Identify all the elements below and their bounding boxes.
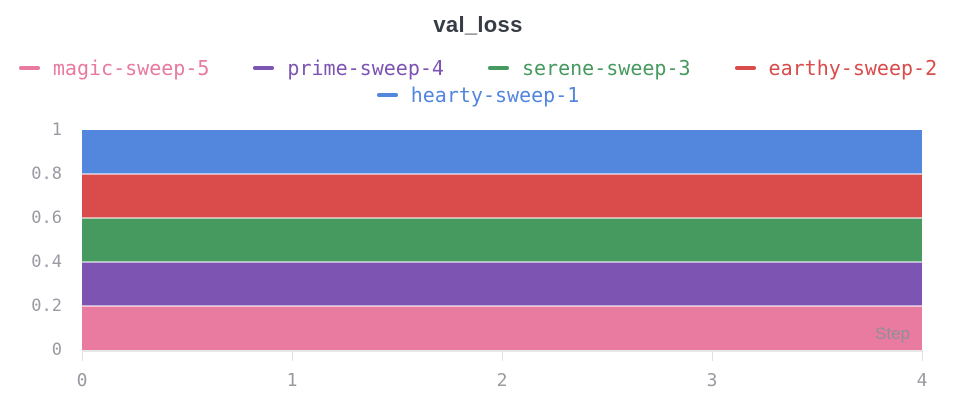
x-tick-mark <box>922 350 923 361</box>
y-tick-label: 0.6 <box>31 208 62 228</box>
y-tick-label: 0.8 <box>31 164 62 184</box>
y-tick-label: 1 <box>51 120 62 140</box>
y-gridline <box>82 217 922 219</box>
x-tick-label: 0 <box>76 370 88 391</box>
x-axis-baseline <box>82 350 922 352</box>
y-gridline <box>82 173 922 175</box>
x-tick-label: 1 <box>286 370 298 391</box>
series-band-serene-sweep-3 <box>82 218 922 262</box>
legend-row-1: magic-sweep-5 prime-sweep-4 serene-sweep-3… <box>18 55 938 81</box>
x-tick-label: 3 <box>706 370 718 391</box>
y-axis-labels: 0 0.2 0.4 0.6 0.8 1 <box>0 120 62 360</box>
y-tick-label: 0.4 <box>31 252 62 272</box>
legend-label: hearty-sweep-1 <box>410 83 580 107</box>
series-band-magic-sweep-5 <box>82 306 922 350</box>
plot-area[interactable]: Step <box>82 130 923 361</box>
y-tick-label: 0 <box>51 340 62 360</box>
legend-line-icon <box>734 66 756 70</box>
legend-line-icon <box>376 93 398 97</box>
x-tick-label: 4 <box>916 370 928 391</box>
legend-label: earthy-sweep-2 <box>768 56 938 80</box>
legend-line-icon <box>18 66 40 70</box>
legend-item-magic-sweep-5[interactable]: magic-sweep-5 <box>18 55 210 81</box>
x-tick-mark <box>292 350 293 361</box>
legend-row-2: hearty-sweep-1 <box>376 82 580 108</box>
legend-item-hearty-sweep-1[interactable]: hearty-sweep-1 <box>376 82 580 108</box>
legend-line-icon <box>253 66 275 70</box>
y-gridline <box>82 261 922 263</box>
x-tick-mark <box>82 350 83 361</box>
x-axis-labels: 0 1 2 3 4 <box>77 370 928 394</box>
x-axis-title: Step <box>875 324 910 343</box>
x-tick-mark <box>502 350 503 361</box>
y-gridline <box>82 305 922 307</box>
legend-label: magic-sweep-5 <box>52 56 210 80</box>
legend-label: prime-sweep-4 <box>287 56 444 80</box>
x-tick-mark <box>712 350 713 361</box>
series-band-earthy-sweep-2 <box>82 174 922 218</box>
legend-item-serene-sweep-3[interactable]: serene-sweep-3 <box>487 55 691 81</box>
chart-title: val_loss <box>433 12 523 37</box>
legend-item-prime-sweep-4[interactable]: prime-sweep-4 <box>253 55 444 81</box>
legend-item-earthy-sweep-2[interactable]: earthy-sweep-2 <box>734 55 938 81</box>
x-tick-label: 2 <box>496 370 508 391</box>
legend-line-icon <box>487 66 509 70</box>
series-band-hearty-sweep-1 <box>82 130 922 174</box>
series-band-prime-sweep-4 <box>82 262 922 306</box>
legend: magic-sweep-5 prime-sweep-4 serene-sweep-3… <box>0 55 956 108</box>
legend-label: serene-sweep-3 <box>521 56 691 80</box>
y-tick-label: 0.2 <box>31 296 62 316</box>
